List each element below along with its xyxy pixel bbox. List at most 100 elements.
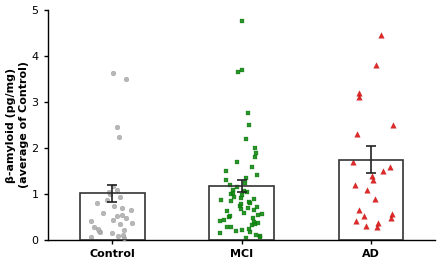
Point [129, 221, 136, 225]
Point [111, 204, 118, 208]
Point [355, 95, 363, 99]
Point [354, 132, 361, 136]
Point [234, 160, 241, 164]
Point [228, 224, 235, 229]
Point [100, 211, 107, 215]
Point [117, 222, 124, 226]
Bar [80, 193, 145, 240]
Point [361, 214, 368, 219]
Point [251, 146, 258, 150]
Point [236, 204, 243, 208]
Point [227, 214, 234, 219]
Point [255, 213, 262, 217]
Point [362, 223, 369, 228]
Point [127, 208, 134, 213]
Point [356, 91, 363, 95]
Point [109, 231, 116, 236]
Point [88, 235, 95, 239]
Point [242, 236, 249, 240]
Point [244, 190, 251, 194]
Point [249, 164, 256, 169]
Point [245, 200, 252, 204]
Point [230, 188, 237, 192]
Point [253, 173, 260, 177]
Point [374, 221, 381, 225]
Point [116, 195, 123, 199]
Point [379, 169, 386, 173]
Point [251, 222, 258, 226]
Point [106, 192, 113, 196]
Point [103, 198, 110, 202]
Point [97, 230, 104, 234]
Point [235, 70, 242, 74]
Bar [209, 186, 274, 240]
Point [118, 206, 125, 210]
Point [227, 192, 234, 196]
Point [373, 63, 380, 67]
Point [115, 234, 122, 238]
Point [106, 190, 113, 194]
Point [351, 183, 359, 187]
Point [352, 219, 359, 223]
Point [114, 214, 121, 219]
Point [239, 68, 246, 72]
Point [218, 198, 225, 202]
Point [226, 215, 233, 219]
Point [388, 216, 395, 220]
Point [259, 211, 266, 216]
Point [238, 207, 245, 211]
Point [253, 233, 260, 237]
Point [389, 211, 396, 216]
Point [233, 185, 240, 189]
Point [386, 164, 393, 169]
Point [389, 123, 396, 127]
Point [91, 224, 98, 229]
Point [377, 33, 385, 37]
Point [371, 197, 378, 201]
Point [238, 202, 245, 206]
Point [247, 201, 254, 206]
Point [243, 137, 250, 141]
Point [257, 235, 264, 239]
Point [120, 233, 127, 237]
Point [220, 218, 227, 222]
Point [256, 234, 263, 238]
Point [247, 230, 254, 234]
Point [93, 201, 100, 206]
Point [248, 223, 255, 227]
Point [239, 193, 246, 197]
Bar [209, 186, 274, 240]
Point [369, 178, 376, 183]
Point [122, 77, 129, 81]
Point [250, 216, 257, 220]
Point [120, 228, 127, 232]
Point [241, 188, 248, 193]
Point [242, 180, 249, 185]
Point [87, 219, 94, 223]
Point [252, 151, 259, 155]
Point [227, 183, 234, 187]
Point [243, 176, 250, 180]
Point [232, 229, 239, 233]
Point [119, 213, 126, 217]
Point [217, 219, 224, 223]
Point [110, 71, 117, 76]
Point [113, 125, 120, 129]
Point [123, 216, 130, 220]
Point [239, 228, 246, 232]
Point [227, 199, 234, 203]
Point [254, 221, 262, 225]
Bar [339, 160, 403, 240]
Point [363, 188, 370, 192]
Point [245, 227, 252, 231]
Point [246, 123, 253, 127]
Point [222, 178, 229, 183]
Point [109, 184, 116, 188]
Point [241, 211, 248, 215]
Point [121, 236, 128, 240]
Point [237, 196, 244, 200]
Point [96, 229, 103, 233]
Point [368, 174, 375, 178]
Point [251, 155, 258, 160]
Point [244, 206, 251, 210]
